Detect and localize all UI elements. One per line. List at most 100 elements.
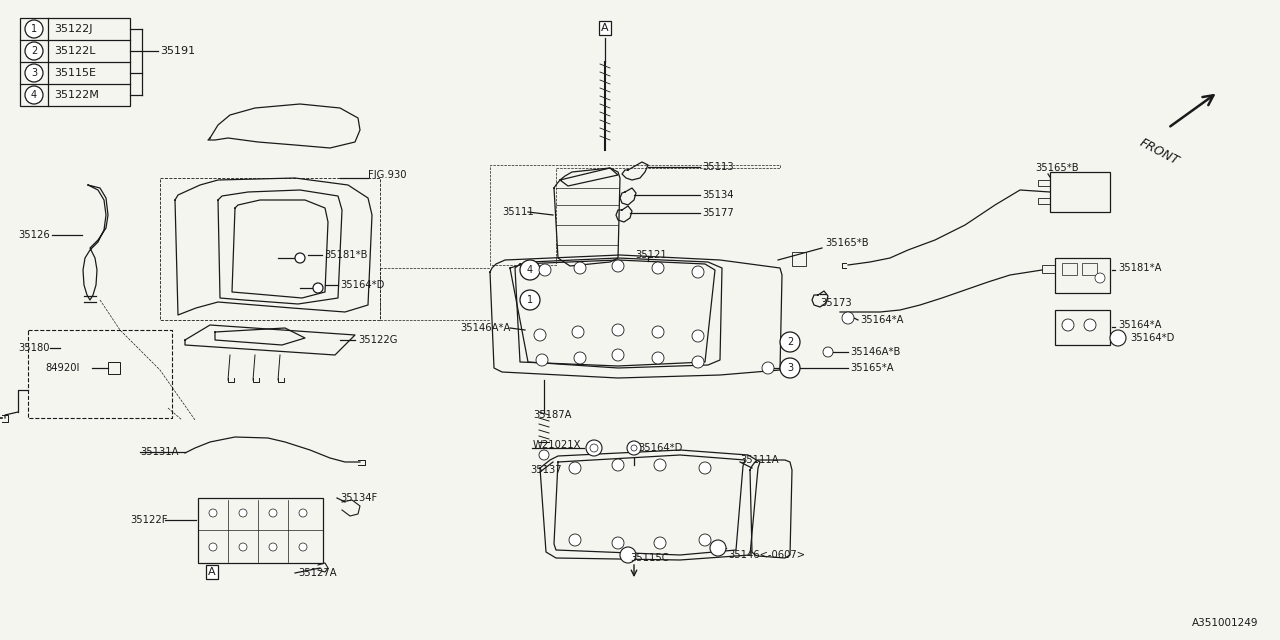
Circle shape: [627, 441, 641, 455]
Circle shape: [652, 262, 664, 274]
Circle shape: [692, 356, 704, 368]
Text: 1: 1: [527, 295, 532, 305]
Circle shape: [590, 444, 598, 452]
Text: 4: 4: [527, 265, 532, 275]
Bar: [108, 362, 120, 374]
Text: 35146A*A: 35146A*A: [460, 323, 511, 333]
Text: W21021X: W21021X: [532, 440, 581, 450]
Text: 35122G: 35122G: [358, 335, 398, 345]
Circle shape: [823, 347, 833, 357]
Text: 35164*D: 35164*D: [340, 280, 384, 290]
Text: 35165*A: 35165*A: [850, 363, 893, 373]
Text: A: A: [209, 567, 216, 577]
Circle shape: [654, 537, 666, 549]
Circle shape: [570, 462, 581, 474]
Bar: [792, 252, 806, 266]
Circle shape: [300, 509, 307, 517]
Text: 35165*B: 35165*B: [826, 238, 869, 248]
Circle shape: [573, 352, 586, 364]
Circle shape: [570, 534, 581, 546]
Bar: [1082, 263, 1097, 275]
Text: 35146<-0607>: 35146<-0607>: [728, 550, 805, 560]
Circle shape: [780, 358, 800, 378]
Circle shape: [1110, 330, 1126, 346]
Bar: [1050, 172, 1110, 212]
Text: 84920I: 84920I: [45, 363, 79, 373]
Text: 35173: 35173: [820, 298, 851, 308]
Bar: [1062, 263, 1076, 275]
Text: 35164*D: 35164*D: [1130, 333, 1174, 343]
Text: 1: 1: [31, 24, 37, 34]
Circle shape: [314, 283, 323, 293]
Circle shape: [239, 509, 247, 517]
Circle shape: [209, 509, 218, 517]
Circle shape: [269, 509, 276, 517]
Text: 2: 2: [31, 46, 37, 56]
Text: 35122L: 35122L: [54, 46, 96, 56]
Text: 35164*A: 35164*A: [860, 315, 904, 325]
Circle shape: [1094, 273, 1105, 283]
Bar: [198, 498, 323, 563]
Text: 35137: 35137: [530, 465, 562, 475]
Circle shape: [294, 253, 305, 263]
Text: FRONT: FRONT: [1137, 136, 1180, 168]
Text: 3: 3: [31, 68, 37, 78]
Circle shape: [612, 537, 625, 549]
Text: 35146A*B: 35146A*B: [850, 347, 900, 357]
Text: 35127A: 35127A: [298, 568, 337, 578]
Circle shape: [612, 260, 625, 272]
Circle shape: [620, 547, 636, 563]
Text: 35181*B: 35181*B: [324, 250, 367, 260]
Text: 35177: 35177: [701, 208, 733, 218]
Circle shape: [26, 64, 44, 82]
Circle shape: [539, 264, 550, 276]
Bar: [1055, 258, 1110, 293]
Circle shape: [762, 362, 774, 374]
Circle shape: [652, 352, 664, 364]
Bar: [20, 18, 131, 106]
Circle shape: [692, 330, 704, 342]
Circle shape: [1062, 319, 1074, 331]
Text: 35122F: 35122F: [131, 515, 168, 525]
Text: 35115C: 35115C: [630, 553, 668, 563]
Bar: [1038, 198, 1050, 204]
Text: 35111A: 35111A: [740, 455, 778, 465]
Circle shape: [1084, 319, 1096, 331]
Text: FIG.930: FIG.930: [369, 170, 407, 180]
Text: 3: 3: [787, 363, 794, 373]
Text: 35115E: 35115E: [54, 68, 96, 78]
Circle shape: [209, 543, 218, 551]
Text: 35126: 35126: [18, 230, 50, 240]
Text: 35180: 35180: [18, 343, 50, 353]
Text: 35191: 35191: [160, 46, 195, 56]
Circle shape: [572, 326, 584, 338]
Circle shape: [780, 332, 800, 352]
Circle shape: [573, 262, 586, 274]
Circle shape: [612, 459, 625, 471]
Circle shape: [652, 326, 664, 338]
Circle shape: [26, 86, 44, 104]
Text: 2: 2: [787, 337, 794, 347]
Text: 35164*A: 35164*A: [1117, 320, 1161, 330]
Text: 35134: 35134: [701, 190, 733, 200]
Circle shape: [539, 450, 549, 460]
Text: 35121: 35121: [635, 250, 667, 260]
Circle shape: [586, 440, 602, 456]
Text: 35165*B: 35165*B: [1036, 163, 1079, 173]
Text: 35131A: 35131A: [140, 447, 178, 457]
Circle shape: [699, 534, 710, 546]
Circle shape: [612, 324, 625, 336]
Text: 35122M: 35122M: [54, 90, 99, 100]
Circle shape: [269, 543, 276, 551]
Circle shape: [692, 266, 704, 278]
Text: 35187A: 35187A: [532, 410, 571, 420]
Circle shape: [631, 445, 637, 451]
Circle shape: [536, 354, 548, 366]
Circle shape: [239, 543, 247, 551]
Text: 4: 4: [31, 90, 37, 100]
Bar: [1042, 265, 1055, 273]
Circle shape: [710, 540, 726, 556]
Circle shape: [26, 42, 44, 60]
Text: 35113: 35113: [701, 162, 733, 172]
Circle shape: [699, 462, 710, 474]
